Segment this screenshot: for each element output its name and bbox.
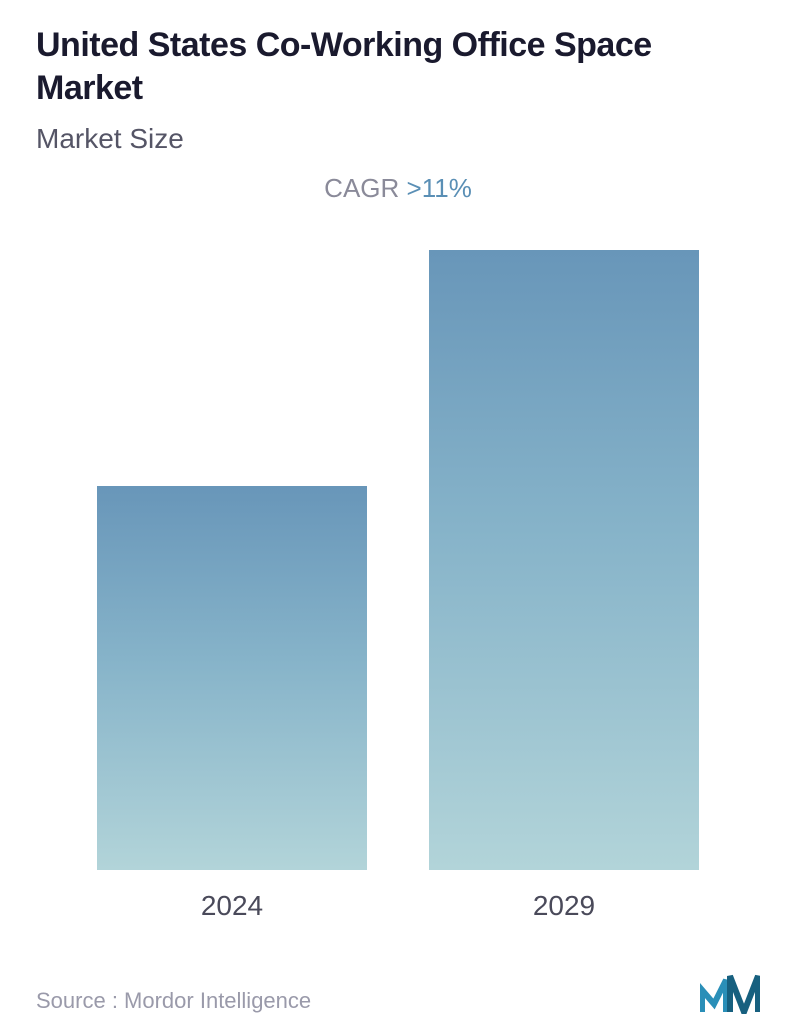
bar-group: 2029 [424, 250, 704, 922]
chart-container: United States Co-Working Office Space Ma… [0, 0, 796, 1034]
cagr-value: >11% [407, 173, 472, 203]
bar-group: 2024 [92, 486, 372, 922]
chart-title: United States Co-Working Office Space Ma… [36, 24, 760, 109]
cagr-indicator: CAGR >11% [36, 173, 760, 204]
bar-chart: 2024 2029 [36, 244, 760, 922]
bar-label: 2024 [201, 890, 263, 922]
source-attribution: Source : Mordor Intelligence [36, 988, 311, 1014]
bar-2024 [97, 486, 367, 870]
bar-2029 [429, 250, 699, 870]
chart-subtitle: Market Size [36, 123, 760, 155]
chart-footer: Source : Mordor Intelligence [36, 962, 760, 1014]
bar-label: 2029 [533, 890, 595, 922]
cagr-label: CAGR [324, 173, 406, 203]
mordor-logo-icon [700, 972, 760, 1014]
